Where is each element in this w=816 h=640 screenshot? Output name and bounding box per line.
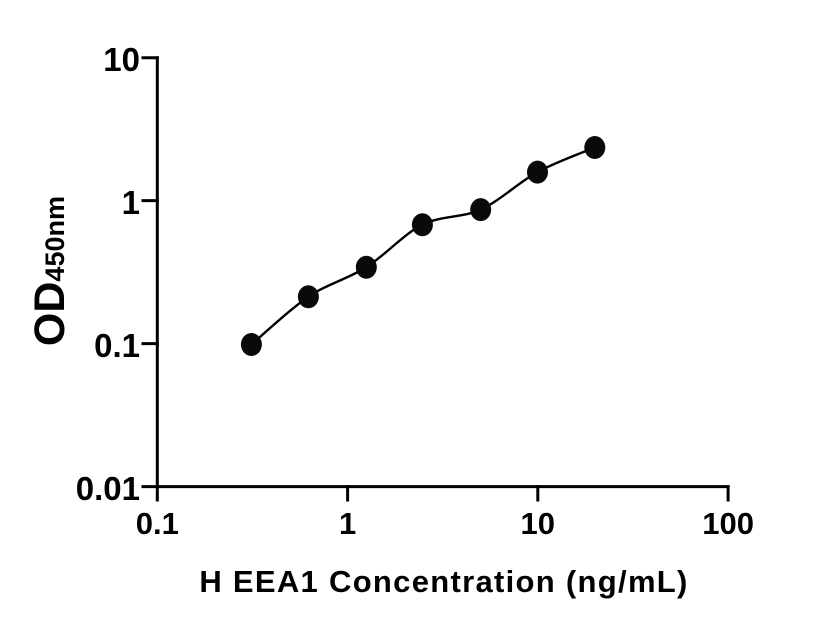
- svg-text:1: 1: [122, 184, 140, 221]
- svg-text:0.01: 0.01: [76, 470, 140, 507]
- svg-text:1: 1: [339, 506, 356, 541]
- svg-text:100: 100: [702, 506, 754, 541]
- svg-text:10: 10: [521, 506, 555, 541]
- svg-text:0.1: 0.1: [94, 327, 140, 364]
- svg-text:H EEA1 Concentration (ng/mL): H EEA1 Concentration (ng/mL): [199, 564, 688, 599]
- svg-text:0.1: 0.1: [136, 506, 179, 541]
- svg-text:10: 10: [103, 41, 140, 78]
